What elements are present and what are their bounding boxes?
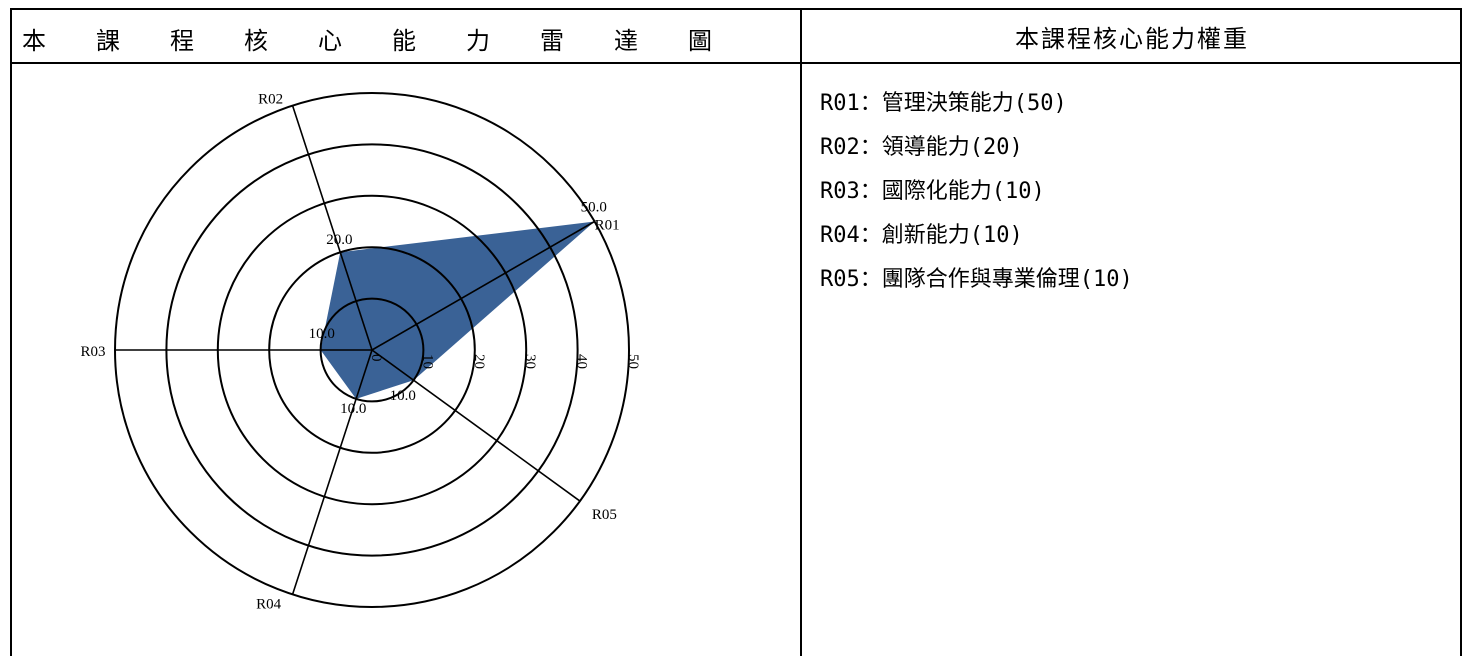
radial-tick-label: 20 <box>471 354 487 369</box>
axis-spoke <box>371 349 581 502</box>
weight-item: R03：國際化能力(10) <box>820 179 1045 204</box>
radar-title-char: 課 <box>96 26 120 55</box>
weight-item: R04：創新能力(10) <box>820 223 1023 248</box>
radar-title-char: 圖 <box>688 26 712 55</box>
weights-title: 本課程核心能力權重 <box>1015 24 1249 53</box>
radar-title-char: 心 <box>318 26 342 55</box>
radar-title-char: 程 <box>170 26 194 55</box>
column-divider <box>800 10 802 656</box>
radar-title-char: 雷 <box>540 26 564 55</box>
radar-title-char: 能 <box>392 26 416 55</box>
radar-title-char: 本 <box>22 26 46 55</box>
course-ability-table: 本 課 程 核 心 能 力 雷 達 圖 本課程核心能力權重 0 10 20 30 40 50 50.0 20.0… <box>10 8 1462 656</box>
radar-title: 本課程核心能力雷達圖 <box>22 16 762 60</box>
axis-label: R04 <box>256 596 282 612</box>
radial-tick-label: 0 <box>368 354 384 362</box>
data-polygon <box>320 221 595 399</box>
value-label: 50.0 <box>581 200 607 216</box>
weights-list: R01：管理決策能力(50) R02：領導能力(20) R03：國際化能力(10) R… <box>820 82 1133 302</box>
axis-spoke <box>291 105 373 351</box>
radial-tick-label: 30 <box>522 354 538 369</box>
header-divider <box>12 62 1462 64</box>
radar-svg: 0 10 20 30 40 50 50.0 20.0 10.0 10.0 10.0 R01 R02 R03… <box>80 92 641 613</box>
value-label: 10.0 <box>390 388 416 404</box>
weight-item: R02：領導能力(20) <box>820 135 1023 160</box>
axis-label: R03 <box>80 344 105 360</box>
radar-title-char: 達 <box>614 26 638 55</box>
weight-item: R01：管理決策能力(50) <box>820 91 1067 116</box>
radar-title-char: 核 <box>244 26 268 55</box>
axis-spoke <box>371 220 595 351</box>
radial-tick-label: 10 <box>419 354 435 369</box>
axis-label: R01 <box>595 218 620 234</box>
value-label: 20.0 <box>326 232 352 248</box>
radar-chart: 0 10 20 30 40 50 50.0 20.0 10.0 10.0 10.0 R01 R02 R03… <box>12 64 800 656</box>
radar-title-char: 力 <box>466 26 490 55</box>
value-label: 10.0 <box>340 401 366 417</box>
axis-spoke <box>291 349 373 595</box>
radial-tick-label: 50 <box>625 354 641 369</box>
weight-item: R05：團隊合作與專業倫理(10) <box>820 267 1133 292</box>
axis-label: R05 <box>592 507 617 523</box>
radial-tick-label: 40 <box>574 354 590 369</box>
value-label: 10.0 <box>309 326 335 342</box>
axis-label: R02 <box>258 92 283 108</box>
